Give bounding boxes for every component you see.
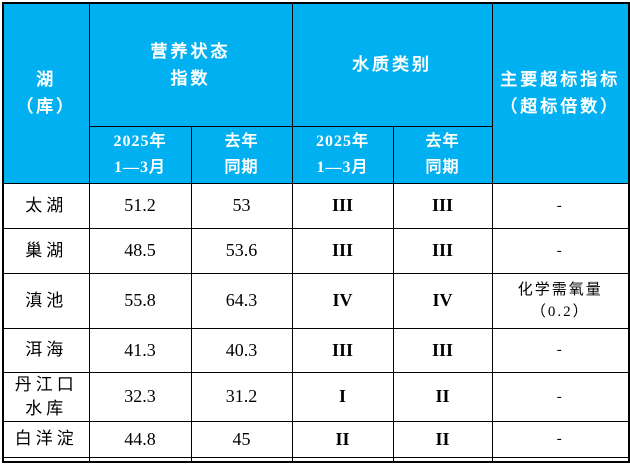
cell-quality-current: IV — [291, 272, 394, 329]
partial-cell — [190, 456, 293, 463]
cell-quality-current: I — [291, 371, 394, 422]
cell-nutrition-current: 32.3 — [88, 371, 192, 422]
partial-cell — [291, 456, 394, 463]
subheader-nutrition-previous: 去年 同期 — [190, 125, 293, 184]
cell-nutrition-current: 55.8 — [88, 272, 192, 329]
table-row: 洱海 41.3 40.3 III III - — [2, 327, 630, 373]
indicator-line1: - — [556, 342, 564, 358]
header-water-quality-label: 水质类别 — [352, 55, 432, 75]
subheader-nutrition-current: 2025年 1—3月 — [88, 125, 192, 184]
header-water-quality: 水质类别 — [291, 2, 493, 127]
table-row: 丹江口水库 32.3 31.2 I II - — [2, 371, 630, 422]
cell-nutrition-current: 44.8 — [88, 420, 192, 458]
cell-nutrition-current: 41.3 — [88, 327, 192, 373]
indicator-line1: 化学需氧量 — [517, 281, 603, 298]
cell-quality-current: III — [291, 227, 394, 274]
cell-lake-name: 洱海 — [2, 327, 90, 373]
cell-indicator: - — [491, 227, 630, 274]
partial-cell — [392, 456, 493, 463]
header-row-groups: 湖 （库） 营养状态 指数 水质类别 主要超标指标 （超标倍数） — [2, 2, 630, 184]
cell-indicator: 化学需氧量 （0.2） — [491, 272, 630, 329]
partial-row — [2, 456, 630, 463]
cell-nutrition-current: 51.2 — [88, 182, 192, 229]
cell-lake-name: 滇池 — [2, 272, 90, 329]
cell-quality-current: II — [291, 420, 394, 458]
cell-quality-current: III — [291, 182, 394, 229]
cell-nutrition-last: 53.6 — [190, 227, 293, 274]
header-lake-line2: （库） — [16, 97, 77, 117]
cell-quality-last: III — [392, 327, 493, 373]
cell-quality-last: III — [392, 182, 493, 229]
indicator-line1: - — [556, 197, 564, 214]
subheader-current-line1: 2025年 — [113, 132, 167, 150]
cell-quality-current: III — [291, 327, 394, 373]
subheader-previous-line1: 去年 — [425, 132, 460, 150]
cell-quality-last: IV — [392, 272, 493, 329]
table-row: 巢湖 48.5 53.6 III III - — [2, 227, 630, 274]
cell-nutrition-last: 53 — [190, 182, 293, 229]
cell-lake-name: 丹江口水库 — [2, 371, 90, 422]
cell-indicator: - — [491, 371, 630, 422]
header-nutrition-line2: 指数 — [170, 68, 211, 88]
water-quality-table: 湖 （库） 营养状态 指数 水质类别 主要超标指标 （超标倍数） 2025年 1… — [2, 2, 630, 463]
subheader-current-line2: 1—3月 — [316, 158, 369, 176]
header-main-indicator: 主要超标指标 （超标倍数） — [491, 2, 630, 184]
cell-indicator: - — [491, 420, 630, 458]
header-nutrition-index: 营养状态 指数 — [88, 2, 293, 127]
partial-cell — [491, 456, 630, 463]
subheader-current-line2: 1—3月 — [113, 158, 166, 176]
partial-cell — [2, 456, 90, 463]
cell-nutrition-last: 40.3 — [190, 327, 293, 373]
cell-quality-last: II — [392, 371, 493, 422]
indicator-line1: - — [556, 388, 564, 405]
table-row: 滇池 55.8 64.3 IV IV 化学需氧量 （0.2） — [2, 272, 630, 329]
subheader-current-line1: 2025年 — [315, 132, 369, 150]
header-main-indicator-line2: （超标倍数） — [500, 97, 621, 117]
indicator-line1: - — [556, 431, 564, 447]
cell-nutrition-last: 31.2 — [190, 371, 293, 422]
table-row: 太湖 51.2 53 III III - — [2, 182, 630, 229]
partial-cell — [88, 456, 192, 463]
header-lake: 湖 （库） — [2, 2, 90, 184]
cell-quality-last: III — [392, 227, 493, 274]
header-main-indicator-line1: 主要超标指标 — [500, 70, 621, 90]
header-lake-line1: 湖 — [36, 70, 57, 90]
cell-nutrition-last: 64.3 — [190, 272, 293, 329]
subheader-quality-current: 2025年 1—3月 — [291, 125, 394, 184]
cell-lake-name: 太湖 — [2, 182, 90, 229]
subheader-previous-line2: 同期 — [224, 158, 259, 176]
subheader-previous-line2: 同期 — [425, 158, 460, 176]
cell-lake-name: 巢湖 — [2, 227, 90, 274]
table-row: 白洋淀 44.8 45 II II - — [2, 420, 630, 458]
cell-lake-name: 白洋淀 — [2, 420, 90, 458]
subheader-previous-line1: 去年 — [224, 132, 259, 150]
indicator-line1: - — [556, 242, 564, 259]
cell-nutrition-current: 48.5 — [88, 227, 192, 274]
header-row-periods: 2025年 1—3月 去年 同期 2025年 1—3月 去年 同期 — [3, 125, 629, 184]
cell-quality-last: II — [392, 420, 493, 458]
cell-indicator: - — [491, 182, 630, 229]
cell-nutrition-last: 45 — [190, 420, 293, 458]
subheader-quality-previous: 去年 同期 — [392, 125, 493, 184]
indicator-line2: （0.2） — [530, 303, 590, 320]
cell-indicator: - — [491, 327, 630, 373]
header-nutrition-line1: 营养状态 — [150, 41, 231, 61]
